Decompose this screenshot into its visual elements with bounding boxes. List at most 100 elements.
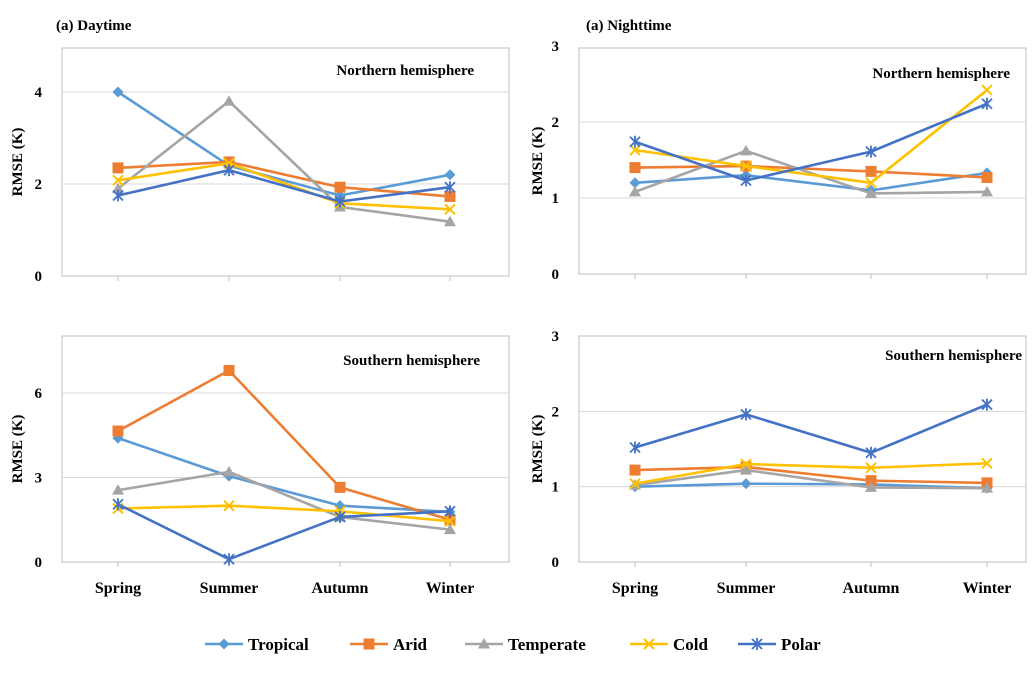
series-line: [634, 89, 988, 185]
y-axis-title: RMSE (K): [10, 128, 26, 197]
series-polar: [629, 97, 993, 187]
data-point: [981, 84, 993, 96]
data-point: [865, 462, 877, 474]
data-point: [740, 408, 752, 421]
data-point: [444, 515, 456, 527]
series-line: [117, 162, 451, 211]
legend-label: Arid: [393, 635, 428, 654]
legend-item-polar: Polar: [738, 635, 821, 654]
y-axis-title: RMSE (K): [10, 415, 26, 484]
series-cold: [629, 84, 993, 189]
data-point: [223, 95, 235, 106]
series-line: [117, 470, 451, 531]
panel-title: (a) Daytime: [56, 18, 132, 34]
series-cold: [629, 457, 993, 490]
panel-title: (a) Nighttime: [586, 18, 672, 34]
data-point: [112, 425, 124, 437]
y-tick-label: 1: [552, 480, 560, 496]
series-arid: [112, 364, 456, 526]
series-line: [634, 465, 988, 485]
series-line: [634, 171, 988, 192]
hemisphere-label: Northern hemisphere: [872, 66, 1010, 82]
y-tick-label: 3: [35, 471, 43, 487]
data-point: [444, 190, 456, 202]
legend-marker: [751, 638, 763, 650]
legend-item-cold: Cold: [630, 635, 709, 654]
y-tick-label: 2: [552, 404, 560, 420]
data-point: [740, 174, 752, 187]
series-line: [117, 436, 451, 514]
data-point: [865, 475, 877, 487]
data-point: [223, 499, 235, 512]
x-tick-label: Winter: [963, 580, 1012, 597]
x-tick-label: Spring: [612, 580, 658, 597]
series-line: [634, 482, 988, 490]
y-tick-label: 0: [552, 555, 560, 571]
data-point: [740, 160, 752, 172]
series-polar: [112, 164, 456, 208]
series-line: [117, 503, 451, 561]
legend-marker: [643, 638, 655, 650]
series-line: [117, 90, 451, 197]
data-point: [740, 464, 752, 475]
chart-panel-2: 0 1 2 3 RMSE (K) (a) Nighttime Northern hemisp…: [530, 18, 1027, 283]
data-point: [629, 477, 641, 490]
series-line: [634, 468, 988, 490]
data-point: [334, 481, 346, 493]
data-point: [865, 177, 877, 189]
data-point: [334, 195, 346, 208]
series-polar: [629, 398, 993, 459]
data-point: [444, 505, 456, 518]
data-point: [981, 171, 993, 183]
chart-panel-1: 0 2 4 RMSE (K) (a) Daytime Northern hemispher…: [10, 18, 510, 285]
data-point: [112, 189, 124, 202]
x-tick-label: Spring: [95, 580, 141, 597]
y-tick-label: 4: [35, 85, 43, 101]
legend-item-arid: Arid: [350, 635, 428, 654]
legend-label: Cold: [673, 635, 709, 654]
data-point: [112, 162, 124, 174]
data-point: [112, 498, 124, 511]
legend-item-temperate: Temperate: [465, 635, 586, 654]
data-point: [334, 181, 346, 193]
data-point: [112, 182, 124, 194]
data-point: [444, 203, 456, 216]
data-point: [865, 446, 877, 459]
y-axis-title: RMSE (K): [530, 127, 546, 196]
chart-panel-3: 0 3 6 Spring Summer Autumn Winter RMSE (K) South…: [10, 335, 510, 597]
data-point: [629, 177, 641, 189]
y-tick-label: 0: [35, 269, 43, 285]
data-point: [740, 478, 752, 490]
data-point: [865, 187, 877, 198]
series-line: [117, 369, 451, 521]
data-point: [981, 398, 993, 411]
legend-marker: [478, 638, 490, 649]
series-line: [634, 102, 988, 182]
data-point: [981, 482, 993, 493]
legend-marker: [363, 638, 375, 650]
x-tick-label: Autumn: [843, 580, 900, 597]
data-point: [444, 523, 456, 535]
data-point: [444, 215, 456, 227]
series-line: [117, 504, 451, 523]
data-point: [223, 465, 235, 477]
hemisphere-label: Southern hemisphere: [343, 353, 480, 369]
chart-panel-4: 0 1 2 3 Spring Summer Autumn Winter RMSE (K) Sout…: [530, 329, 1027, 597]
chart-panels: 0 2 4 RMSE (K) (a) Daytime Northern hemispher…: [10, 18, 1027, 597]
data-point: [629, 144, 641, 156]
series-temperate: [629, 144, 993, 198]
data-point: [223, 364, 235, 376]
legend-label: Temperate: [508, 635, 586, 654]
data-point: [981, 185, 993, 197]
x-tick-label: Autumn: [312, 580, 369, 597]
data-point: [334, 500, 346, 512]
data-point: [629, 135, 641, 148]
series-polar: [112, 498, 456, 566]
data-point: [865, 145, 877, 158]
series-line: [634, 403, 988, 455]
data-point: [444, 169, 456, 181]
y-tick-label: 3: [552, 39, 560, 55]
series-line: [117, 168, 451, 203]
y-tick-label: 2: [552, 115, 560, 131]
y-tick-label: 0: [35, 555, 43, 571]
